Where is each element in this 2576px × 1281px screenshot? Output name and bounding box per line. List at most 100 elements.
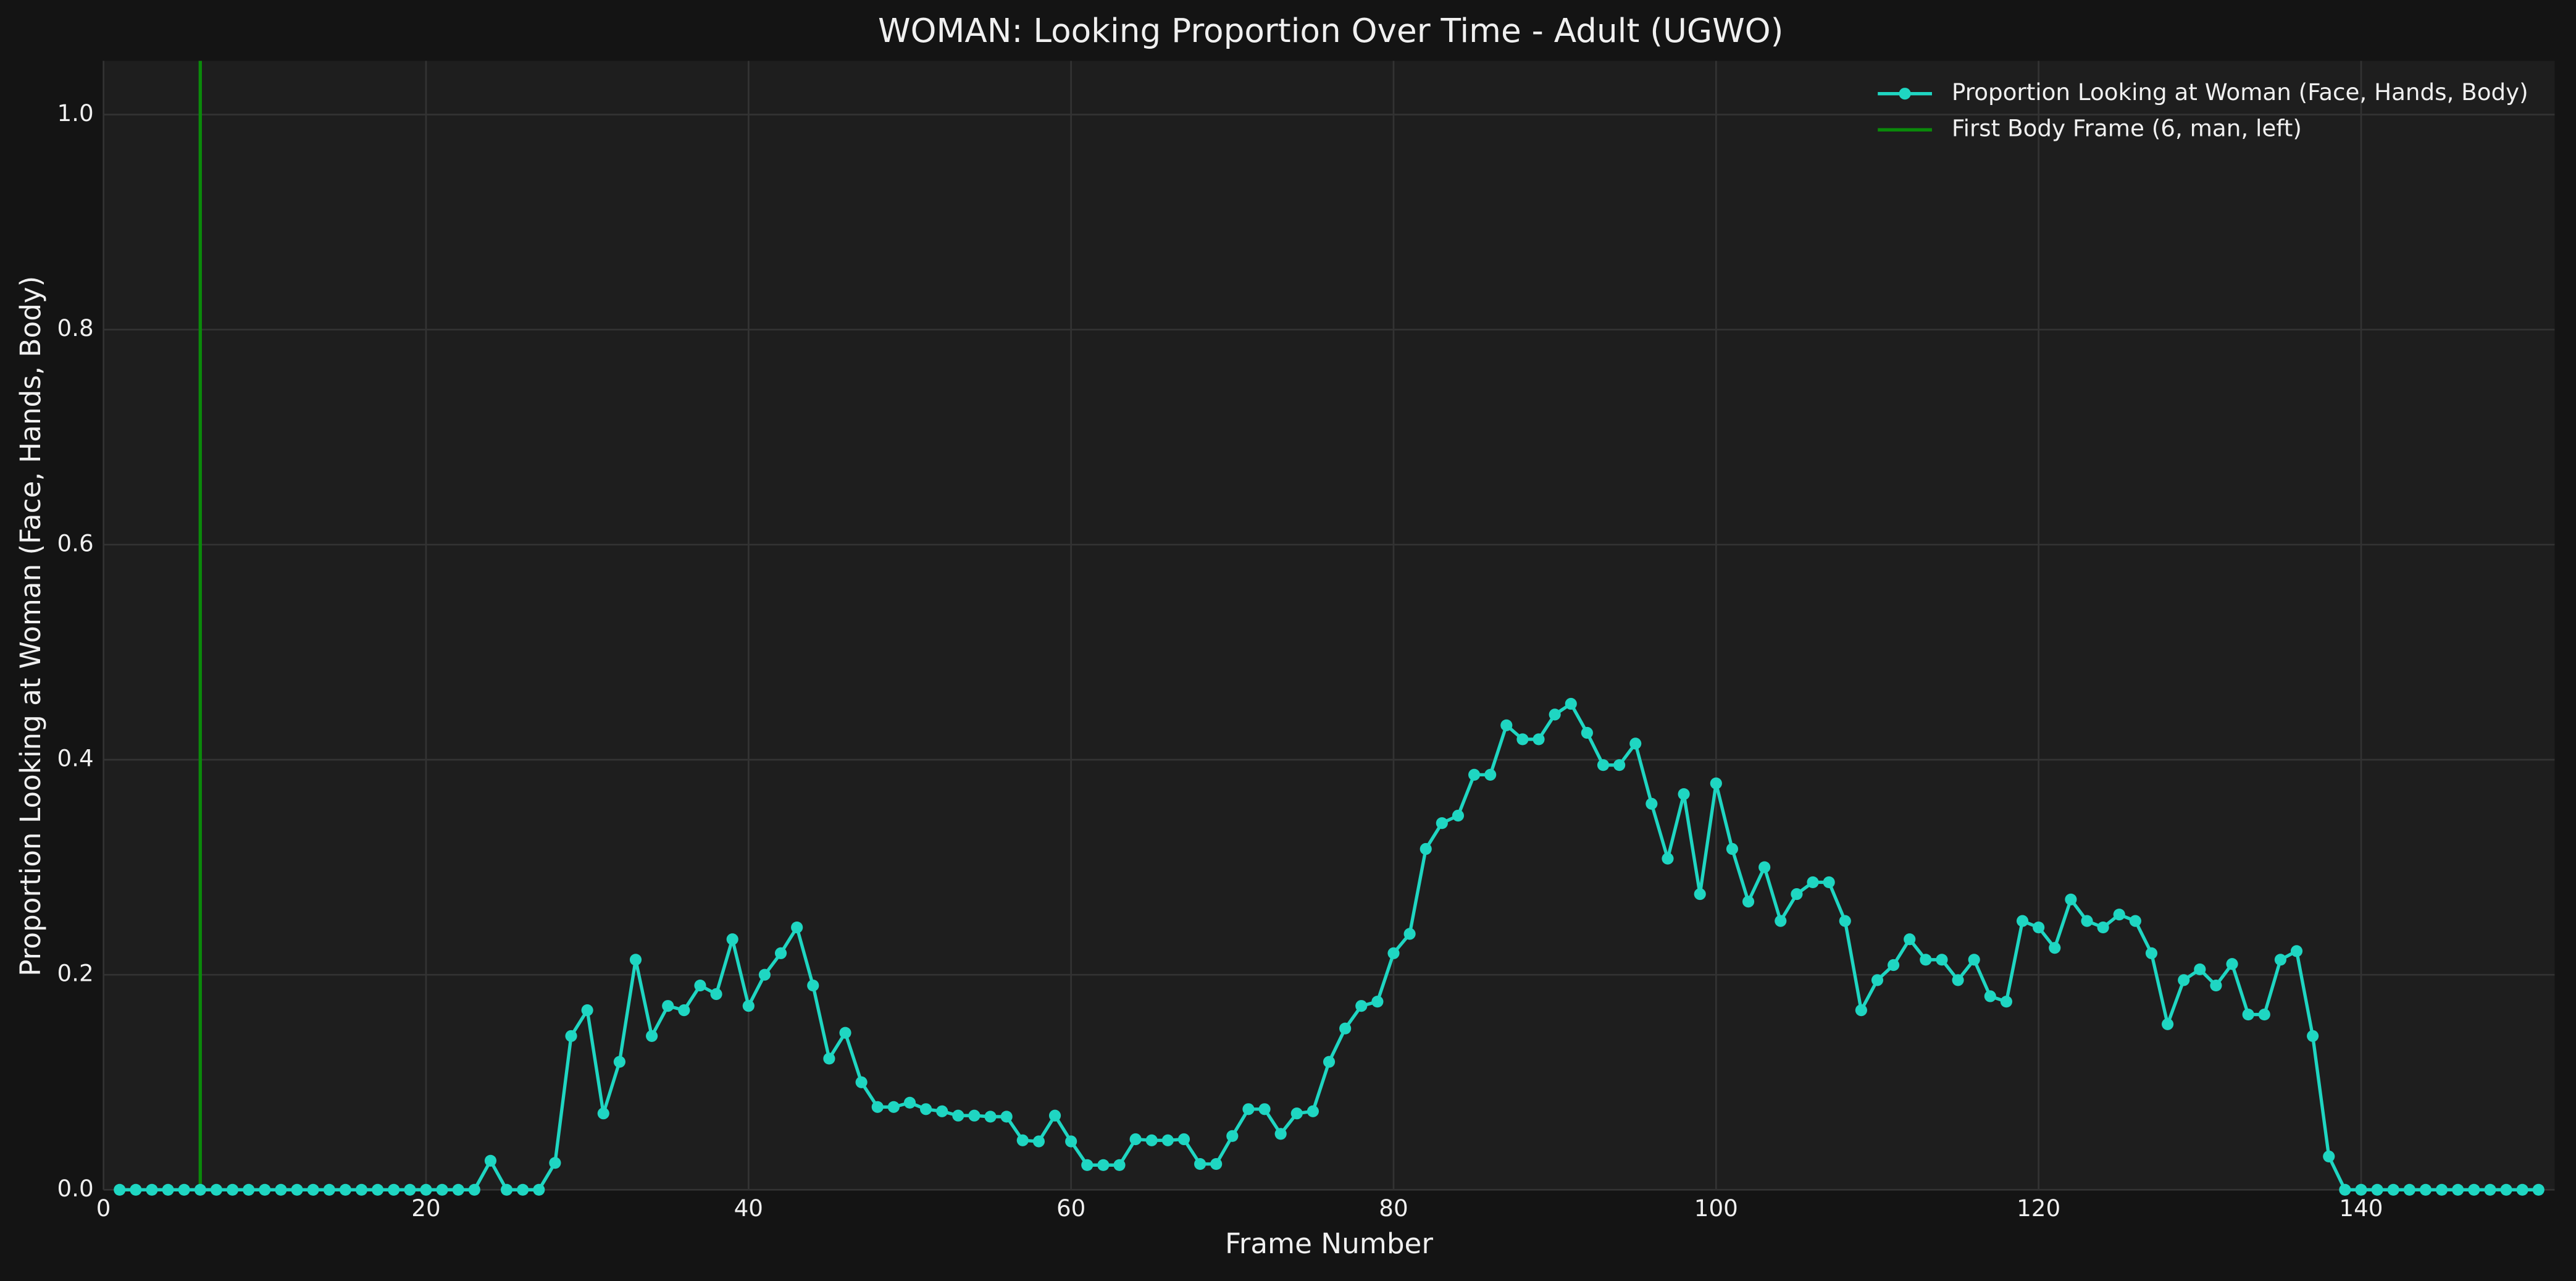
data-point [1113,1159,1126,1171]
data-point [2468,1183,2480,1196]
data-point [1726,842,1739,855]
data-point [2210,979,2222,992]
data-point [807,979,819,992]
data-point [1226,1130,1239,1142]
data-point [2355,1183,2367,1196]
x-tick-label: 80 [1379,1195,1408,1222]
x-tick-label: 140 [2339,1195,2383,1222]
data-point [1500,719,1513,731]
data-point [436,1183,448,1196]
data-point [871,1101,884,1113]
data-point [1694,888,1706,901]
data-point [1177,1133,1190,1146]
data-point [1000,1111,1013,1123]
data-point [1516,733,1529,746]
y-tick-label: 0.6 [57,529,93,556]
data-point [2194,963,2206,976]
data-point [2162,1018,2174,1030]
x-tick-label: 120 [2017,1195,2060,1222]
data-point [1032,1135,1045,1148]
data-point [1775,915,1787,927]
data-point [1097,1159,1110,1171]
data-point [1339,1022,1352,1035]
data-point [2113,909,2125,921]
data-point [839,1027,851,1039]
data-point [710,988,722,1001]
data-point [178,1183,190,1196]
data-point [952,1109,964,1122]
data-point [2242,1008,2254,1021]
data-point [2226,958,2238,970]
data-point [1565,697,1577,710]
data-point [2532,1183,2545,1196]
data-point [2419,1183,2432,1196]
data-point [1210,1157,1223,1170]
data-point [1662,852,1674,865]
y-tick-label: 1.0 [57,99,93,127]
data-point [130,1183,142,1196]
data-point [2484,1183,2496,1196]
data-point [1839,915,1851,927]
data-point [243,1183,255,1196]
x-axis-label: Frame Number [1225,1227,1433,1260]
data-point [1065,1135,1077,1148]
data-point [1194,1157,1206,1170]
data-point [1355,1000,1368,1012]
data-point [2145,947,2158,959]
data-point [533,1183,545,1196]
data-point [1420,842,1432,855]
data-point [791,921,803,934]
data-point [629,954,642,966]
data-point [1952,974,1964,986]
data-point [2000,996,2012,1008]
data-point [1791,888,1803,901]
data-point [1888,959,1900,972]
data-point [1936,954,1948,966]
data-point [2129,915,2141,927]
data-point [823,1052,835,1065]
data-point [1468,768,1481,781]
data-point [1904,933,1916,946]
data-point [2403,1183,2415,1196]
data-point [549,1157,561,1169]
data-point [1597,759,1610,771]
data-point [1145,1134,1158,1146]
data-point [1436,817,1448,830]
data-point [1274,1128,1287,1140]
y-tick-label: 0.8 [57,314,93,342]
data-point [855,1076,868,1088]
data-point [468,1183,480,1196]
data-point [355,1183,368,1196]
data-point [2387,1183,2399,1196]
data-point [1678,788,1690,800]
legend-label: Proportion Looking at Woman (Face, Hands… [1952,78,2528,106]
data-point [2516,1183,2528,1196]
x-tick-label: 100 [1694,1195,1738,1222]
data-point [1984,990,1996,1002]
y-tick-label: 0.4 [57,744,93,771]
data-point [1968,954,1980,966]
data-point [1081,1159,1094,1171]
x-tick-label: 0 [96,1195,111,1222]
data-point [2049,942,2061,954]
data-point [1484,768,1497,781]
data-point [774,947,787,959]
data-point [581,1004,593,1017]
data-point [323,1183,335,1196]
data-point [2371,1183,2383,1196]
data-point [194,1183,206,1196]
data-point [2258,1008,2270,1021]
data-point [758,968,771,981]
data-point [1307,1105,1319,1117]
data-point [1710,777,1722,789]
chart-title: WOMAN: Looking Proportion Over Time - Ad… [878,12,1783,50]
data-point [2097,921,2109,934]
data-point [2274,954,2286,966]
data-point [968,1109,981,1122]
data-point [452,1183,464,1196]
data-point [259,1183,271,1196]
data-point [339,1183,351,1196]
data-point [1549,708,1561,721]
